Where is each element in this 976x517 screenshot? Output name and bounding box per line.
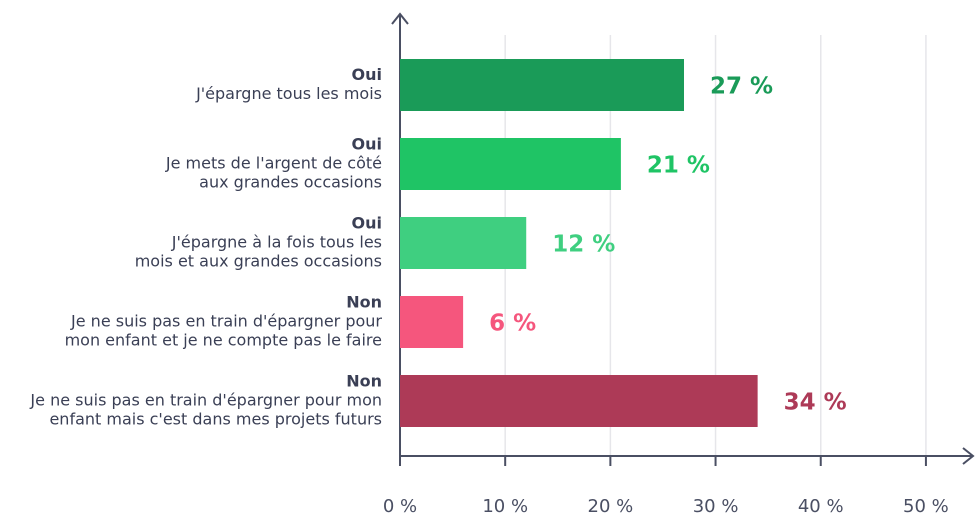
- category-label: Je ne suis pas en train d'épargner pour: [70, 312, 382, 331]
- bar: [400, 296, 464, 348]
- x-tick-label: 40 %: [798, 496, 844, 517]
- value-label: 34 %: [784, 390, 847, 416]
- category-answer: Non: [346, 293, 382, 312]
- category-answer: Oui: [352, 214, 382, 233]
- x-tick-label: 0 %: [383, 496, 417, 517]
- category-answer: Oui: [352, 65, 382, 84]
- category-answer: Oui: [352, 135, 382, 154]
- category-label: Je mets de l'argent de côté: [165, 154, 382, 173]
- bar: [400, 375, 758, 427]
- bar: [400, 138, 621, 190]
- value-label: 6 %: [489, 311, 536, 337]
- value-label: 27 %: [710, 74, 773, 100]
- y-axis-arrow: [391, 12, 409, 25]
- x-tick-label: 20 %: [588, 496, 634, 517]
- category-label: mon enfant et je ne compte pas le faire: [65, 331, 382, 350]
- category-label: aux grandes occasions: [199, 173, 382, 192]
- x-axis-arrow: [962, 447, 975, 465]
- x-tick-label: 50 %: [903, 496, 949, 517]
- category-label: Je ne suis pas en train d'épargner pour …: [29, 391, 382, 410]
- category-label: J'épargne à la fois tous les: [171, 233, 382, 252]
- category-label: mois et aux grandes occasions: [135, 252, 382, 271]
- category-answer: Non: [346, 372, 382, 391]
- value-label: 21 %: [647, 153, 710, 179]
- bar: [400, 217, 527, 269]
- x-tick-label: 30 %: [693, 496, 739, 517]
- category-label: enfant mais c'est dans mes projets futur…: [49, 410, 382, 429]
- x-tick-label: 10 %: [482, 496, 528, 517]
- value-label: 12 %: [552, 232, 615, 258]
- category-label: J'épargne tous les mois: [195, 84, 382, 103]
- bar: [400, 59, 684, 111]
